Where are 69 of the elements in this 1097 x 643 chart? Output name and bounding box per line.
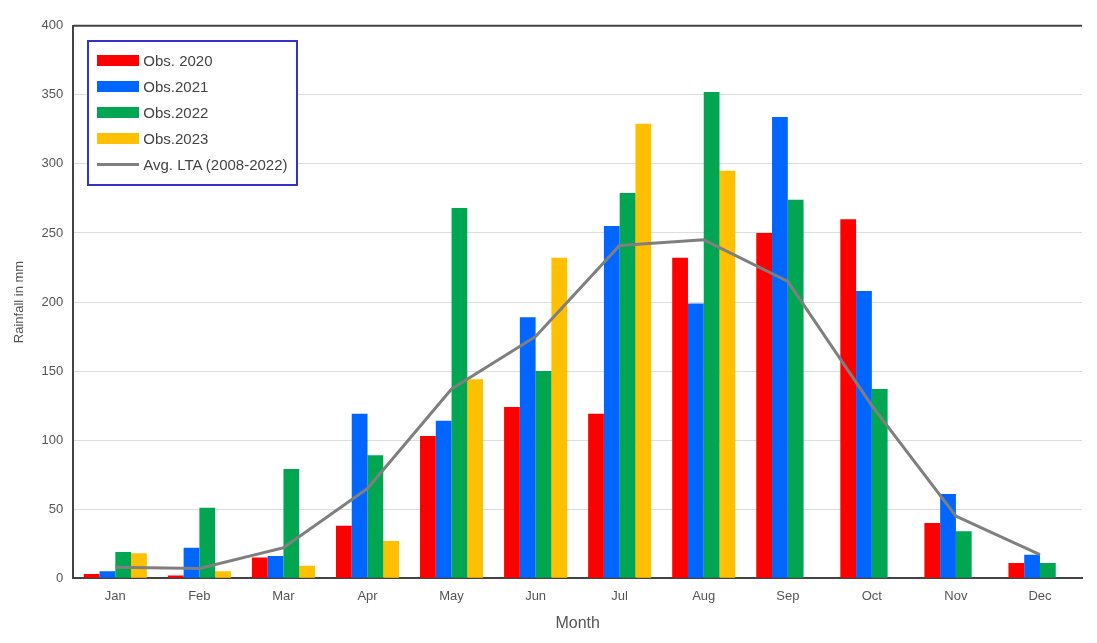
bar: [856, 290, 872, 578]
x-axis-title: Month: [555, 613, 600, 631]
x-tick-label: Jul: [611, 587, 629, 603]
bar: [756, 232, 773, 578]
bar: [451, 208, 468, 578]
bar: [199, 507, 216, 578]
legend-label: Obs.2023: [143, 130, 209, 148]
y-tick-label: 50: [48, 500, 64, 516]
bar: [619, 192, 636, 578]
bar: [840, 219, 857, 578]
bar: [467, 379, 484, 578]
bar: [335, 525, 352, 578]
x-tick-label: Mar: [272, 587, 296, 603]
x-tick-label: Nov: [944, 587, 968, 603]
bar: [83, 574, 100, 578]
y-tick-label: 400: [41, 17, 64, 33]
bar: [719, 170, 736, 578]
bar: [283, 469, 300, 578]
x-tick-label: Oct: [861, 587, 883, 603]
bar: [351, 413, 368, 578]
y-tick-label: 150: [41, 362, 64, 378]
y-tick-label: 350: [41, 86, 64, 102]
x-tick-label: Jan: [104, 587, 126, 603]
bar: [251, 557, 268, 578]
x-tick-label: Feb: [188, 587, 211, 603]
y-tick-label: 300: [41, 155, 64, 171]
bar: [787, 199, 804, 578]
bar: [504, 406, 520, 578]
bar: [299, 565, 315, 578]
bar: [420, 435, 436, 578]
bar: [940, 493, 956, 578]
bar: [535, 371, 552, 578]
legend-label: Obs. 2020: [143, 52, 213, 70]
bar: [1008, 563, 1025, 578]
bar: [603, 226, 620, 578]
legend-label: Obs.2021: [143, 78, 209, 96]
bar: [167, 575, 184, 578]
x-tick-label: May: [439, 587, 465, 603]
bar: [367, 455, 384, 578]
bar: [871, 389, 888, 578]
bar: [519, 317, 536, 578]
legend-label: Avg. LTA (2008-2022): [143, 156, 288, 174]
bar: [215, 571, 231, 578]
bar: [924, 522, 941, 578]
bar: [772, 116, 788, 578]
bar: [703, 92, 720, 578]
bar: [383, 540, 400, 578]
bar: [1039, 563, 1056, 578]
bar: [955, 531, 972, 578]
bar: [435, 420, 452, 578]
x-tick-label: Apr: [357, 587, 379, 603]
bar: [267, 556, 284, 578]
y-tick-label: 200: [41, 293, 64, 309]
x-tick-label: Jun: [525, 587, 547, 603]
bar: [551, 257, 568, 578]
bar: [635, 123, 652, 578]
bar: [687, 303, 704, 578]
x-tick-label: Dec: [1028, 587, 1053, 603]
legend-label: Obs.2022: [143, 104, 209, 122]
y-tick-label: 100: [41, 431, 64, 447]
x-tick-label: Aug: [692, 587, 716, 603]
y-tick-label: 0: [56, 569, 64, 585]
bar: [99, 571, 116, 578]
y-tick-label: 250: [41, 224, 64, 240]
bar: [588, 413, 604, 578]
x-tick-label: Sep: [776, 587, 800, 603]
bar: [1024, 554, 1040, 578]
y-axis-title: Rainfall in mm: [11, 260, 27, 344]
bar: [672, 257, 688, 578]
